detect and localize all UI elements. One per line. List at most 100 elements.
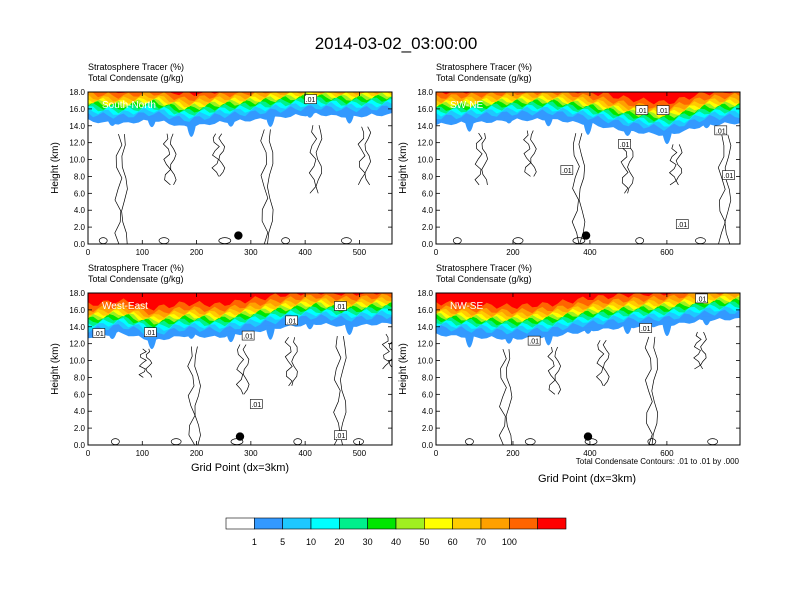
contour-label: .01 — [697, 296, 707, 303]
contour-label-box — [714, 125, 728, 136]
condensate-contour-line — [474, 132, 483, 186]
x-tick-label: 0 — [434, 248, 439, 257]
contour-label-box — [334, 430, 347, 441]
tracer-tongue — [583, 120, 593, 135]
contour-label-box — [560, 165, 574, 175]
tracer-field — [436, 293, 740, 348]
x-tick-label: 500 — [353, 248, 367, 257]
condensate-contour-line — [530, 130, 537, 177]
y-tick-label: 6.0 — [74, 390, 86, 399]
condensate-contour-line — [498, 349, 507, 445]
panel-west-east: Stratosphere Tracer (%)Total Condensate … — [50, 263, 393, 458]
tracer-tongue — [583, 327, 593, 334]
contour-label-box — [527, 335, 541, 346]
colorbar-label: 70 — [476, 537, 486, 547]
y-tick-label: 4.0 — [422, 407, 434, 416]
x-tick-label: 200 — [190, 449, 204, 458]
condensate-contour-line — [388, 334, 392, 368]
y-tick-label: 8.0 — [422, 172, 434, 181]
condensate-contour-line — [571, 133, 580, 244]
colorbar-label: 1 — [252, 537, 257, 547]
contour-label-box — [249, 399, 263, 409]
y-tick-label: 18.0 — [69, 88, 85, 97]
tracer-tongue — [265, 325, 276, 340]
condensate-contour-line — [235, 344, 245, 395]
colorbar-swatch — [282, 517, 312, 530]
panels: Stratosphere Tracer (%)Total Condensate … — [50, 62, 755, 458]
tracer-band-2 — [88, 92, 392, 106]
condensate-contour-line — [749, 329, 755, 394]
section-label: NW-SE — [450, 301, 483, 312]
y-tick-label: 6.0 — [422, 189, 434, 198]
tracer-tongue — [186, 332, 197, 339]
colorbar-swatch — [395, 517, 425, 530]
condensate-contour-line — [644, 336, 653, 445]
contour-label: .01 — [146, 330, 156, 337]
condensate-contour-line — [315, 125, 323, 194]
contour-label: .01 — [529, 339, 539, 346]
colorbar-label: 30 — [363, 537, 373, 547]
condensate-contour-line — [242, 344, 250, 395]
condensate-contour-line — [194, 346, 201, 445]
condensate-contour-line — [595, 340, 605, 387]
x-tick-label: 500 — [353, 449, 367, 458]
tracer-band-0 — [436, 92, 740, 105]
contour-label: .01 — [724, 173, 734, 180]
tracer-field — [88, 293, 392, 350]
tracer-tongue — [344, 322, 355, 335]
contour-label-box — [304, 94, 317, 104]
colorbar: 1 5 10 20 30 40 50 60 70 100 — [225, 517, 567, 547]
panel-nw-se: Stratosphere Tracer (%)Total Condensate … — [398, 263, 755, 458]
x-axis-label-left: Grid Point (dx=3km) — [191, 462, 289, 474]
y-tick-label: 0.0 — [74, 441, 86, 450]
tracer-tongue — [225, 118, 236, 127]
colorbar-label: 100 — [502, 537, 517, 547]
condensate-contour-line — [668, 144, 678, 186]
tracer-tongue — [622, 323, 633, 335]
y-tick-label: 8.0 — [74, 172, 86, 181]
x-tick-label: 400 — [298, 248, 312, 257]
condensate-contour-line — [578, 133, 586, 244]
tracer-tongue — [304, 320, 315, 330]
x-tick-label: 200 — [506, 248, 520, 257]
panel-title-tracer: Stratosphere Tracer (%) — [436, 62, 532, 72]
contour-label-box — [285, 315, 298, 326]
condensate-contour-line — [505, 349, 513, 445]
contour-label: .01 — [306, 97, 316, 104]
y-tick-label: 12.0 — [69, 139, 85, 148]
colorbar-label: 50 — [419, 537, 429, 547]
y-tick-label: 16.0 — [417, 306, 433, 315]
condensate-contour-line — [211, 133, 220, 177]
colorbar-swatch — [225, 517, 255, 530]
condensate-contour-line — [523, 130, 532, 177]
colorbar-label: 10 — [306, 537, 316, 547]
location-marker — [581, 231, 591, 240]
x-tick-label: 200 — [506, 449, 520, 458]
location-marker — [235, 432, 245, 441]
contour-label: .01 — [677, 222, 687, 229]
condensate-contour-line — [357, 126, 366, 186]
condensate-contours — [465, 329, 755, 445]
tracer-tongue — [304, 111, 315, 118]
colorbar-swatch — [452, 517, 482, 530]
colorbar-label: 5 — [280, 537, 285, 547]
section-label: West-East — [102, 301, 148, 312]
contour-label: .01 — [637, 108, 647, 115]
contour-label-box — [695, 293, 708, 304]
colorbar-swatch — [509, 517, 538, 530]
panel-frame — [87, 91, 393, 245]
condensate-contour-line — [291, 337, 298, 386]
colorbar-swatch — [367, 517, 397, 530]
condensate-contour-line — [693, 331, 702, 370]
contour-label: .01 — [716, 128, 726, 135]
x-tick-label: 300 — [244, 248, 258, 257]
y-tick-label: 8.0 — [74, 373, 86, 382]
y-tick-label: 12.0 — [69, 340, 85, 349]
contour-label: .01 — [243, 334, 253, 341]
condensate-contour-line — [339, 335, 347, 445]
y-axis-label: Height (km) — [50, 343, 61, 395]
condensate-contour-line — [170, 133, 177, 186]
condensate-contour-line — [145, 348, 153, 378]
contour-label-box — [722, 170, 735, 180]
